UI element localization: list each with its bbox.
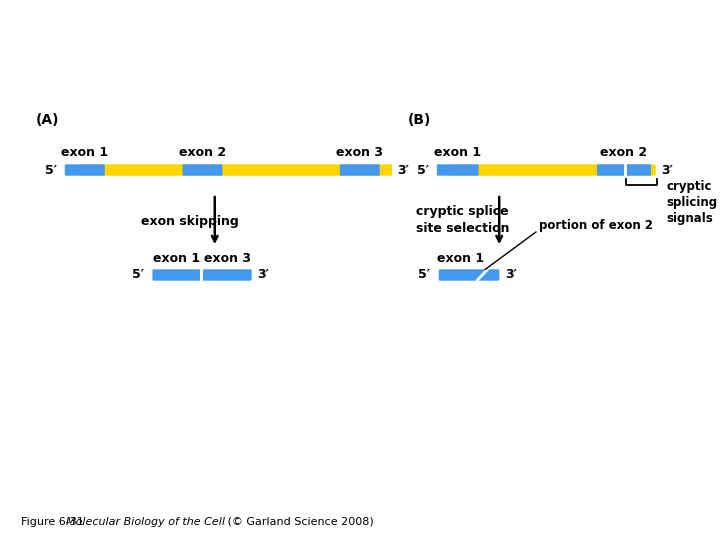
Text: portion of exon 2: portion of exon 2 bbox=[539, 219, 653, 232]
Text: (B): (B) bbox=[408, 113, 431, 127]
FancyBboxPatch shape bbox=[80, 164, 392, 176]
Text: exon 1: exon 1 bbox=[434, 146, 482, 159]
Text: cryptic
splicing
signals: cryptic splicing signals bbox=[667, 180, 718, 225]
FancyBboxPatch shape bbox=[452, 164, 656, 176]
Text: Molecular Biology of the Cell: Molecular Biology of the Cell bbox=[66, 517, 225, 527]
Text: 5′: 5′ bbox=[418, 268, 431, 281]
FancyBboxPatch shape bbox=[597, 164, 651, 176]
FancyBboxPatch shape bbox=[183, 164, 222, 176]
Text: exon 1: exon 1 bbox=[437, 252, 484, 265]
FancyBboxPatch shape bbox=[437, 164, 479, 176]
Text: 5′: 5′ bbox=[132, 268, 144, 281]
Text: 3′: 3′ bbox=[505, 268, 517, 281]
Text: 3′: 3′ bbox=[257, 268, 269, 281]
Text: cryptic splice
site selection: cryptic splice site selection bbox=[416, 205, 510, 235]
Text: 5′: 5′ bbox=[45, 164, 56, 177]
Text: Figure 6-31: Figure 6-31 bbox=[21, 517, 91, 527]
Text: (A): (A) bbox=[36, 113, 59, 127]
Text: exon 3: exon 3 bbox=[204, 252, 251, 265]
Text: exon 1: exon 1 bbox=[61, 146, 108, 159]
FancyBboxPatch shape bbox=[340, 164, 379, 176]
FancyBboxPatch shape bbox=[65, 164, 104, 176]
FancyBboxPatch shape bbox=[153, 269, 252, 281]
FancyBboxPatch shape bbox=[438, 269, 500, 281]
Text: 3′: 3′ bbox=[661, 164, 673, 177]
Text: 3′: 3′ bbox=[397, 164, 410, 177]
Text: exon 2: exon 2 bbox=[600, 146, 647, 159]
Text: exon 1: exon 1 bbox=[153, 252, 199, 265]
Text: exon 3: exon 3 bbox=[336, 146, 383, 159]
Text: exon 2: exon 2 bbox=[179, 146, 226, 159]
Text: (© Garland Science 2008): (© Garland Science 2008) bbox=[224, 517, 374, 527]
Text: exon skipping: exon skipping bbox=[141, 215, 239, 228]
Text: 5′: 5′ bbox=[417, 164, 428, 177]
